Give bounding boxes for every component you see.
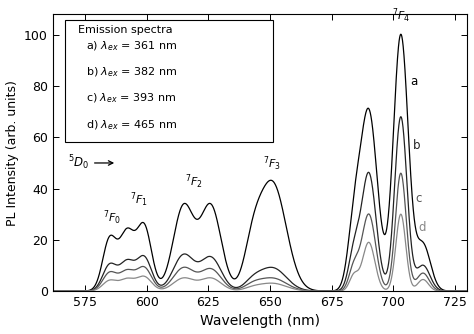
Text: $^7F_0$: $^7F_0$ bbox=[103, 209, 121, 227]
Text: $^5D_0$: $^5D_0$ bbox=[68, 154, 113, 172]
Text: b: b bbox=[413, 139, 420, 152]
Text: c) $\lambda_{ex}$ = 393 nm: c) $\lambda_{ex}$ = 393 nm bbox=[86, 92, 176, 106]
Text: c: c bbox=[416, 192, 422, 205]
Text: $^7F_2$: $^7F_2$ bbox=[184, 173, 202, 191]
FancyBboxPatch shape bbox=[65, 20, 273, 142]
Text: Emission spectra: Emission spectra bbox=[78, 25, 173, 35]
Text: $^7F_4$: $^7F_4$ bbox=[392, 6, 410, 25]
Text: a) $\lambda_{ex}$ = 361 nm: a) $\lambda_{ex}$ = 361 nm bbox=[86, 39, 177, 53]
Text: d: d bbox=[418, 220, 426, 233]
Text: a: a bbox=[410, 74, 418, 88]
Text: $^7F_1$: $^7F_1$ bbox=[130, 191, 148, 209]
X-axis label: Wavelength (nm): Wavelength (nm) bbox=[200, 314, 320, 328]
Y-axis label: PL Intensity (arb. units): PL Intensity (arb. units) bbox=[6, 80, 18, 226]
Text: b) $\lambda_{ex}$ = 382 nm: b) $\lambda_{ex}$ = 382 nm bbox=[86, 65, 177, 79]
Text: $^7F_3$: $^7F_3$ bbox=[264, 155, 282, 173]
Text: d) $\lambda_{ex}$ = 465 nm: d) $\lambda_{ex}$ = 465 nm bbox=[86, 118, 177, 132]
